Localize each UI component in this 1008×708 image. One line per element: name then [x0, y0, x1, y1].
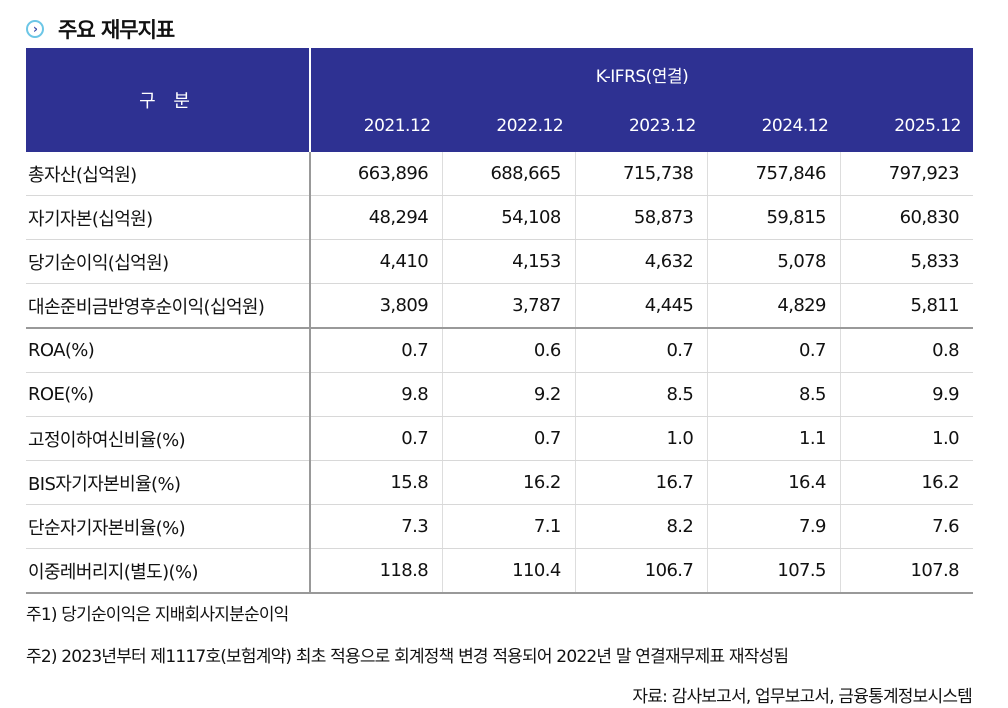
row-label: ROA(%) — [26, 328, 311, 373]
table-row: 총자산(십억원) 663,896 688,665 715,738 757,846 797,… — [26, 152, 973, 196]
row-label: 자기자본(십억원) — [26, 195, 311, 240]
row-label: 당기순이익(십억원) — [26, 239, 311, 284]
cell-value: 9.8 — [309, 372, 443, 417]
cell-value: 16.2 — [839, 460, 973, 505]
source-note: 자료: 감사보고서, 업무보고서, 금융통계정보시스템 — [632, 687, 972, 707]
cell-value: 4,632 — [574, 239, 708, 284]
footnote-1: 주1) 당기순이익은 지배회사지분순이익 — [26, 605, 289, 625]
cell-value: 1.0 — [574, 416, 708, 461]
cell-value: 5,811 — [839, 283, 973, 329]
cell-value: 688,665 — [442, 152, 576, 196]
cell-value: 1.0 — [839, 416, 973, 461]
cell-value: 58,873 — [574, 195, 708, 240]
table-row: BIS자기자본비율(%) 15.8 16.2 16.7 16.4 16.2 — [26, 460, 973, 505]
cell-value: 107.5 — [707, 548, 841, 594]
cell-value: 60,830 — [839, 195, 973, 240]
table-row: 당기순이익(십억원) 4,410 4,153 4,632 5,078 5,833 — [26, 239, 973, 284]
table-row: 대손준비금반영후순이익(십억원) 3,809 3,787 4,445 4,829 5,81… — [26, 283, 973, 329]
financial-indicators-table: 구 분 K-IFRS(연결) 2021.12 2022.12 2023.12 2024… — [26, 48, 973, 594]
chevron-right-circle-icon: › — [26, 20, 44, 38]
header-period: 2023.12 — [575, 100, 708, 152]
cell-value: 5,078 — [707, 239, 841, 284]
table-row: 고정이하여신비율(%) 0.7 0.7 1.0 1.1 1.0 — [26, 416, 973, 461]
row-label: 이중레버리지(별도)(%) — [26, 548, 311, 594]
header-period: 2022.12 — [442, 100, 576, 152]
header-category: 구 분 — [26, 48, 311, 152]
cell-value: 7.9 — [707, 504, 841, 549]
header-period: 2025.12 — [840, 100, 973, 152]
cell-value: 797,923 — [839, 152, 973, 196]
cell-value: 8.5 — [574, 372, 708, 417]
cell-value: 16.4 — [707, 460, 841, 505]
cell-value: 0.7 — [309, 416, 443, 461]
cell-value: 4,445 — [574, 283, 708, 329]
cell-value: 16.7 — [574, 460, 708, 505]
cell-value: 59,815 — [707, 195, 841, 240]
cell-value: 3,809 — [309, 283, 443, 329]
cell-value: 118.8 — [309, 548, 443, 594]
cell-value: 15.8 — [309, 460, 443, 505]
cell-value: 5,833 — [839, 239, 973, 284]
footnotes: 주1) 당기순이익은 지배회사지분순이익 주2) 2023년부터 제1117호(… — [26, 600, 789, 684]
cell-value: 8.2 — [574, 504, 708, 549]
cell-value: 4,410 — [309, 239, 443, 284]
footnote-2: 주2) 2023년부터 제1117호(보험계약) 최초 적용으로 회계정책 변경… — [26, 647, 789, 667]
cell-value: 0.8 — [839, 328, 973, 373]
table-row: 단순자기자본비율(%) 7.3 7.1 8.2 7.9 7.6 — [26, 504, 973, 549]
row-label: 총자산(십억원) — [26, 152, 311, 196]
cell-value: 107.8 — [839, 548, 973, 594]
cell-value: 663,896 — [309, 152, 443, 196]
cell-value: 715,738 — [574, 152, 708, 196]
table-row: 이중레버리지(별도)(%) 118.8 110.4 106.7 107.5 107.8 — [26, 548, 973, 594]
row-label: ROE(%) — [26, 372, 311, 417]
header-period: 2024.12 — [707, 100, 841, 152]
row-label: 대손준비금반영후순이익(십억원) — [26, 283, 311, 329]
cell-value: 3,787 — [442, 283, 576, 329]
cell-value: 0.7 — [442, 416, 576, 461]
cell-value: 0.7 — [574, 328, 708, 373]
cell-value: 16.2 — [442, 460, 576, 505]
cell-value: 757,846 — [707, 152, 841, 196]
row-label: 고정이하여신비율(%) — [26, 416, 311, 461]
cell-value: 7.1 — [442, 504, 576, 549]
cell-value: 4,153 — [442, 239, 576, 284]
cell-value: 9.2 — [442, 372, 576, 417]
cell-value: 7.3 — [309, 504, 443, 549]
table-row: ROE(%) 9.8 9.2 8.5 8.5 9.9 — [26, 372, 973, 417]
cell-value: 7.6 — [839, 504, 973, 549]
cell-value: 1.1 — [707, 416, 841, 461]
section-title: › 주요 재무지표 — [26, 14, 175, 44]
cell-value: 54,108 — [442, 195, 576, 240]
section-title-text: 주요 재무지표 — [58, 18, 175, 42]
row-label: BIS자기자본비율(%) — [26, 460, 311, 505]
header-period: 2021.12 — [310, 100, 443, 152]
cell-value: 48,294 — [309, 195, 443, 240]
cell-value: 106.7 — [574, 548, 708, 594]
cell-value: 9.9 — [839, 372, 973, 417]
cell-value: 0.7 — [309, 328, 443, 373]
table-row: 자기자본(십억원) 48,294 54,108 58,873 59,815 60,830 — [26, 195, 973, 240]
header-standard: K-IFRS(연결) — [310, 48, 973, 100]
cell-value: 4,829 — [707, 283, 841, 329]
cell-value: 8.5 — [707, 372, 841, 417]
cell-value: 0.7 — [707, 328, 841, 373]
table-row: ROA(%) 0.7 0.6 0.7 0.7 0.8 — [26, 328, 973, 373]
cell-value: 110.4 — [442, 548, 576, 594]
cell-value: 0.6 — [442, 328, 576, 373]
row-label: 단순자기자본비율(%) — [26, 504, 311, 549]
